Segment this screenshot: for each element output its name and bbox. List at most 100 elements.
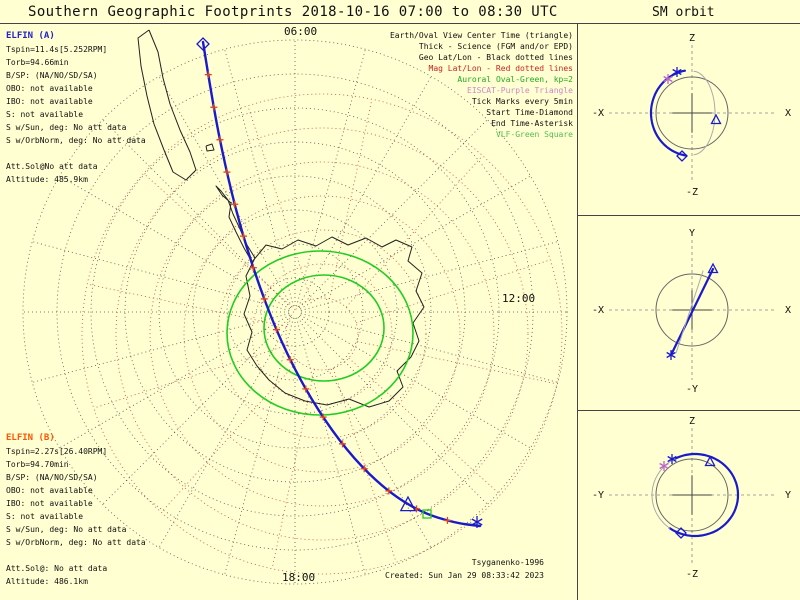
elfin-b-info-line: Altitude: 486.1km bbox=[6, 577, 88, 586]
legend-line: Mag Lat/Lon - Red dotted lines bbox=[428, 64, 574, 73]
map-legend: Earth/Oval View Center Time (triangle) Th… bbox=[383, 30, 573, 140]
sm-orbit-title: SM orbit bbox=[652, 5, 715, 20]
axis-labels: Z -Z Y -Y bbox=[592, 416, 791, 580]
elfin-b-lines: Tspin=2.27s[26.40RPM] Torb=94.70min B/SP: … bbox=[6, 445, 181, 588]
end-time-asterisk bbox=[471, 516, 483, 528]
axis-label-top: Z bbox=[689, 33, 695, 44]
axis-label-right: X bbox=[785, 108, 791, 119]
earth-center-cross bbox=[672, 93, 712, 133]
elfin-a-info-line: S w/Sun, deg: No att data bbox=[6, 123, 127, 132]
eiscat-asterisk bbox=[659, 461, 669, 471]
credits-block: Tsyganenko-1996 Created: Sun Jan 29 08:3… bbox=[330, 556, 544, 582]
orbit-panel-axes bbox=[609, 428, 777, 565]
earth-circle bbox=[655, 76, 729, 150]
axis-labels: Y -Y X -X bbox=[592, 228, 791, 395]
axis-label-bottom: -Z bbox=[686, 187, 698, 198]
orbit-panel-separator-2 bbox=[577, 410, 800, 411]
time-tick-marker bbox=[385, 487, 393, 495]
elfin-a-info-line: Torb=94.66min bbox=[6, 58, 69, 67]
falkland-islands-outline bbox=[205, 143, 215, 152]
time-tick-marker bbox=[302, 385, 310, 393]
axis-label-left: -X bbox=[592, 108, 604, 119]
elfin-a-info-panel: ELFIN (A) Tspin=11.4s[5.252RPM] Torb=94.6… bbox=[6, 30, 181, 186]
auroral-oval bbox=[226, 250, 414, 416]
earth-center-cross bbox=[672, 475, 712, 515]
elfin-b-info-line: S: not available bbox=[6, 512, 84, 521]
orbit-panel-axes bbox=[609, 45, 777, 183]
axis-label-top: Y bbox=[689, 228, 695, 239]
elfin-b-info-line: S w/OrbNorm, deg: No att data bbox=[6, 538, 146, 547]
axis-label-top: Z bbox=[689, 416, 695, 427]
legend-line: EISCAT-Purple Triangle bbox=[467, 86, 573, 95]
elfin-a-title: ELFIN (A) bbox=[6, 31, 55, 41]
time-tick-marker bbox=[249, 264, 257, 272]
sm-orbit-panel-xy: Y -Y X -X bbox=[592, 228, 791, 395]
elfin-a-info-line: OBO: not available bbox=[6, 84, 93, 93]
title-separator-line bbox=[0, 23, 800, 24]
page-title: Southern Geographic Footprints 2018-10-1… bbox=[28, 4, 558, 20]
elfin-b-info-line: OBO: not available bbox=[6, 486, 93, 495]
elfin-a-info-line: Tspin=11.4s[5.252RPM] bbox=[6, 45, 108, 54]
orbit-line bbox=[669, 267, 715, 357]
eiscat-asterisk bbox=[663, 74, 673, 84]
axis-label-bottom: -Y bbox=[686, 384, 698, 395]
time-tick-marker bbox=[216, 136, 224, 144]
elfin-a-lines: Tspin=11.4s[5.252RPM] Torb=94.66min B/SP: … bbox=[6, 43, 181, 186]
mlt-label-1200: 12:00 bbox=[502, 292, 536, 305]
model-credit: Tsyganenko-1996 bbox=[471, 558, 544, 567]
time-tick-marker bbox=[239, 232, 247, 240]
start-time-diamond bbox=[676, 150, 688, 162]
elfin-a-info-line: S w/OrbNorm, deg: No att data bbox=[6, 136, 146, 145]
vlf-square bbox=[422, 509, 432, 519]
elfin-b-info-panel: ELFIN (B) Tspin=2.27s[26.40RPM] Torb=94.7… bbox=[6, 432, 181, 588]
center-time-triangle bbox=[704, 455, 716, 467]
center-time-triangle bbox=[399, 495, 417, 512]
created-timestamp: Created: Sun Jan 29 08:33:42 2023 bbox=[385, 571, 544, 580]
orbit-arc bbox=[668, 452, 740, 538]
orbit-panel-separator-1 bbox=[577, 215, 800, 216]
axis-label-left: -X bbox=[592, 305, 604, 316]
earth-circle bbox=[655, 273, 729, 347]
axis-labels: Z -Z X -X bbox=[592, 33, 791, 198]
legend-line: Tick Marks every 5min bbox=[471, 97, 573, 106]
orbit-line bbox=[675, 270, 704, 354]
time-tick-marker bbox=[272, 326, 280, 334]
elfin-b-info-line bbox=[6, 549, 181, 562]
time-tick-marker bbox=[260, 295, 268, 303]
elfin-b-info-line: B/SP: (NA/NO/SD/SA) bbox=[6, 473, 98, 482]
start-time-diamond bbox=[196, 37, 210, 51]
time-tick-marker bbox=[204, 71, 212, 79]
sm-orbit-panel-xz: Z -Z X -X bbox=[592, 33, 791, 198]
legend-line: Thick - Science (FGM and/or EPD) bbox=[418, 42, 573, 51]
orbit-arc bbox=[693, 70, 716, 156]
axis-label-bottom: -Z bbox=[686, 569, 698, 580]
elfin-a-info-line bbox=[6, 147, 181, 160]
elfin-b-title: ELFIN (B) bbox=[6, 433, 55, 443]
mag-grid bbox=[81, 93, 563, 575]
elfin-a-info-line: Altitude: 485.9km bbox=[6, 175, 88, 184]
south-america-outline bbox=[137, 29, 197, 181]
time-tick-marker bbox=[360, 465, 368, 473]
axis-label-left: -Y bbox=[592, 490, 604, 501]
elfin-b-info-line: S w/Sun, deg: No att data bbox=[6, 525, 127, 534]
elfin-b-info-line: Tspin=2.27s[26.40RPM] bbox=[6, 447, 108, 456]
mlt-label-0600: 06:00 bbox=[284, 25, 318, 38]
earth-circle bbox=[655, 458, 729, 532]
elfin-a-info-line: B/SP: (NA/NO/SD/SA) bbox=[6, 71, 98, 80]
legend-line: Auroral Oval-Green, kp=2 bbox=[457, 75, 573, 84]
time-tick-marker bbox=[223, 168, 231, 176]
elfin-b-info-line: IBO: not available bbox=[6, 499, 93, 508]
map-orbit-separator-line bbox=[577, 23, 578, 600]
legend-line: End Time-Asterisk bbox=[491, 119, 573, 128]
time-tick-marker bbox=[443, 516, 451, 524]
auroral-oval bbox=[263, 274, 385, 382]
sm-orbit-panel-yz: Z -Z Y -Y bbox=[592, 416, 791, 580]
antarctica-outline bbox=[215, 185, 425, 408]
axis-label-right: X bbox=[785, 305, 791, 316]
end-time-asterisk bbox=[672, 67, 682, 77]
elfin-a-info-line: IBO: not available bbox=[6, 97, 93, 106]
time-tick-marker bbox=[319, 413, 327, 421]
elfin-footprint-track bbox=[201, 40, 482, 528]
